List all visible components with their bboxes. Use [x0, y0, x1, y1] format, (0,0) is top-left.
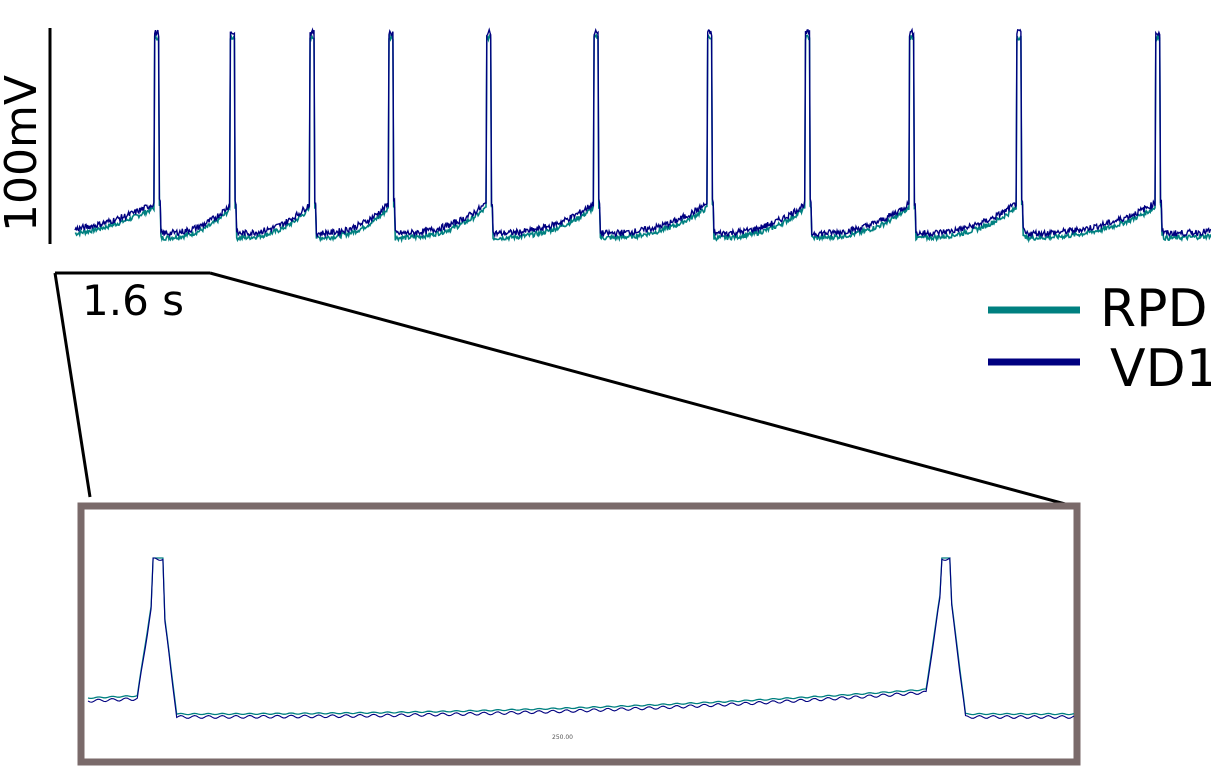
series-line-vd1: [74, 27, 1211, 239]
voltage-scale-label: 100mV: [0, 75, 47, 232]
legend-label-rpd2: RPD2: [1100, 279, 1211, 339]
inset-panel: 250.00: [77, 502, 1081, 766]
zoom-connector-right: [209, 271, 1081, 510]
time-scale-label: 1.6 s: [82, 276, 184, 325]
inset-tiny-label: 250.00: [552, 734, 573, 741]
inset-border: [77, 502, 1081, 766]
zoom-connector-left: [53, 272, 92, 498]
inset-series-line-rpd2: [87, 557, 1075, 716]
inset-series-line-vd1: [87, 557, 1075, 719]
legend: RPD2 VD1: [988, 279, 1211, 399]
series-line-rpd2: [74, 32, 1211, 244]
legend-label-vd1: VD1: [1110, 339, 1211, 399]
main-trace-area: [74, 27, 1211, 244]
